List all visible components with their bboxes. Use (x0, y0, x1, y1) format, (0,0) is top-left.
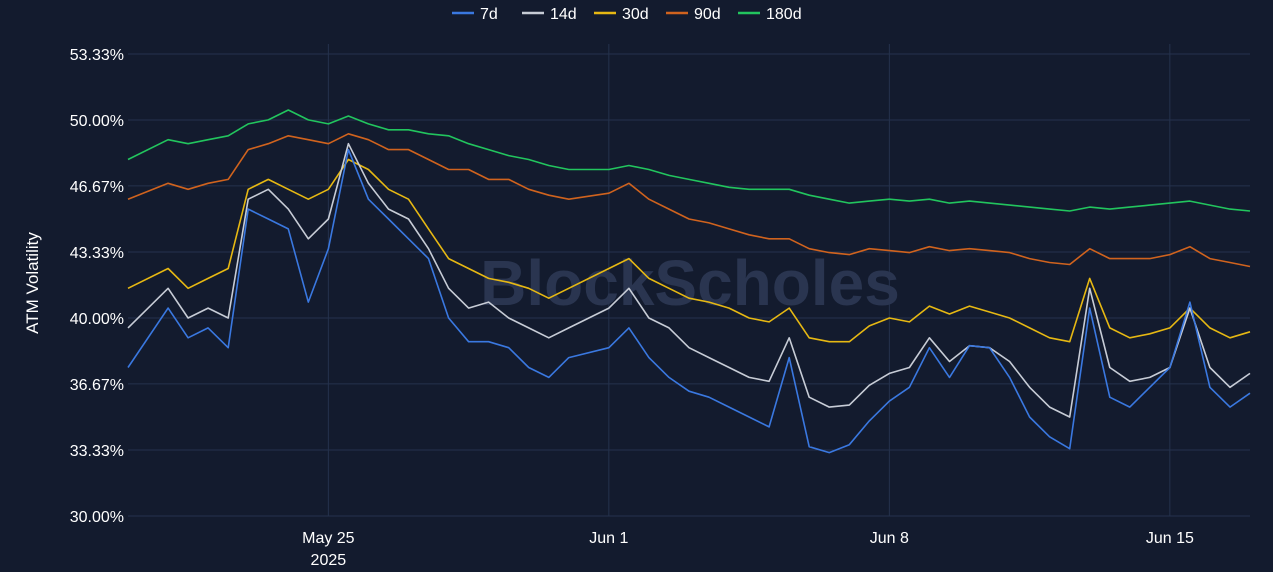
x-axis-tick-labels: May 25 2025 Jun 1 Jun 8 Jun 15 (302, 530, 1194, 569)
legend-label: 180d (766, 6, 802, 23)
series-line-180d (127, 109, 1251, 212)
x-tick-label: Jun 15 (1146, 530, 1194, 547)
series-line-14d (127, 142, 1251, 418)
series-line-90d (127, 133, 1251, 268)
x-tick-label: Jun 1 (589, 530, 628, 547)
y-tick-label: 40.00% (70, 311, 124, 328)
legend-item-30d[interactable]: 30d (594, 6, 649, 23)
x-tick-label: May 25 (302, 530, 355, 547)
legend-item-180d[interactable]: 180d (738, 6, 802, 23)
y-axis-tick-labels: 30.00% 33.33% 36.67% 40.00% 43.33% 46.67% 50.0… (70, 47, 124, 526)
series-line-30d (127, 158, 1251, 343)
x-tick-sublabel: 2025 (311, 552, 347, 567)
legend-label: 7d (480, 6, 498, 23)
legend-item-90d[interactable]: 90d (666, 6, 721, 23)
y-tick-label: 46.67% (70, 179, 124, 196)
grid-lines (128, 44, 1250, 517)
legend[interactable]: 7d 14d 30d 90d 180d (452, 6, 802, 23)
legend-label: 30d (622, 6, 649, 23)
y-tick-label: 33.33% (70, 443, 124, 460)
legend-label: 90d (694, 6, 721, 23)
y-tick-label: 53.33% (70, 47, 124, 64)
series-line-7d (127, 148, 1251, 454)
watermark-text: BlockScholes (480, 247, 900, 319)
legend-item-14d[interactable]: 14d (522, 6, 577, 23)
y-tick-label: 43.33% (70, 245, 124, 262)
y-tick-label: 36.67% (70, 377, 124, 394)
series-lines (127, 109, 1251, 454)
y-tick-label: 30.00% (70, 509, 124, 526)
y-tick-label: 50.00% (70, 113, 124, 130)
y-axis-title: ATM Volatility (23, 232, 42, 334)
legend-label: 14d (550, 6, 577, 23)
legend-item-7d[interactable]: 7d (452, 6, 498, 23)
x-tick-label: Jun 8 (870, 530, 909, 547)
